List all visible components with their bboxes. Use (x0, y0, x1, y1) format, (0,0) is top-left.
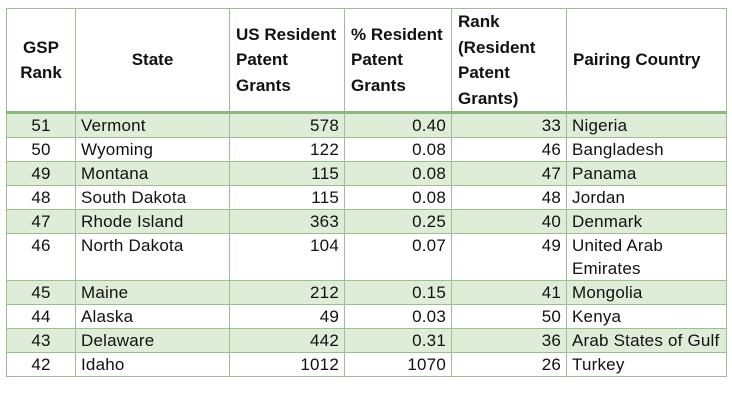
cell-rank-resident-patent-grants: 36 (451, 328, 567, 353)
cell-pairing-country: United Arab Emirates (566, 233, 727, 281)
cell-resident-patent-grants: 1012 (229, 352, 345, 377)
table-row: 44 Alaska 49 0.03 50 Kenya (6, 304, 727, 329)
cell-percent-resident-patent-grants: 1070 (344, 352, 452, 377)
cell-gsp-rank: 51 (6, 112, 76, 138)
cell-state: Rhode Island (75, 209, 230, 234)
header-rank-resident-patent-grants: Rank (Resident Patent Grants) (451, 8, 567, 114)
cell-state: Maine (75, 280, 230, 305)
table-row: 50 Wyoming 122 0.08 46 Bangladesh (6, 137, 727, 162)
cell-state: Wyoming (75, 137, 230, 162)
patent-table-container: GSP Rank State US Resident Patent Grants… (6, 8, 727, 377)
cell-gsp-rank: 49 (6, 161, 76, 186)
cell-resident-patent-grants: 115 (229, 161, 345, 186)
cell-gsp-rank: 47 (6, 209, 76, 234)
cell-pairing-country: Bangladesh (566, 137, 727, 162)
cell-pairing-country: Arab States of Gulf (566, 328, 727, 353)
table-header: GSP Rank State US Resident Patent Grants… (6, 8, 727, 114)
cell-resident-patent-grants: 442 (229, 328, 345, 353)
cell-pairing-country: Turkey (566, 352, 727, 377)
table-row: 49 Montana 115 0.08 47 Panama (6, 161, 727, 186)
cell-state: North Dakota (75, 233, 230, 281)
cell-percent-resident-patent-grants: 0.40 (344, 112, 452, 138)
cell-resident-patent-grants: 115 (229, 185, 345, 210)
cell-pairing-country: Nigeria (566, 112, 727, 138)
cell-pairing-country: Mongolia (566, 280, 727, 305)
cell-percent-resident-patent-grants: 0.15 (344, 280, 452, 305)
cell-resident-patent-grants: 49 (229, 304, 345, 329)
header-resident-patent-grants: US Resident Patent Grants (229, 8, 345, 114)
cell-percent-resident-patent-grants: 0.03 (344, 304, 452, 329)
cell-percent-resident-patent-grants: 0.08 (344, 137, 452, 162)
cell-rank-resident-patent-grants: 48 (451, 185, 567, 210)
cell-state: Alaska (75, 304, 230, 329)
cell-state: Montana (75, 161, 230, 186)
header-percent-resident-patent-grants: % Resident Patent Grants (344, 8, 452, 114)
header-pairing-country: Pairing Country (566, 8, 727, 114)
cell-state: South Dakota (75, 185, 230, 210)
header-state: State (75, 8, 230, 114)
cell-rank-resident-patent-grants: 41 (451, 280, 567, 305)
cell-pairing-country: Kenya (566, 304, 727, 329)
cell-resident-patent-grants: 212 (229, 280, 345, 305)
cell-percent-resident-patent-grants: 0.31 (344, 328, 452, 353)
table-row: 43 Delaware 442 0.31 36 Arab States of Gulf (6, 328, 727, 353)
cell-pairing-country: Panama (566, 161, 727, 186)
cell-gsp-rank: 50 (6, 137, 76, 162)
table-row: 48 South Dakota 115 0.08 48 Jordan (6, 185, 727, 210)
table-row: 45 Maine 212 0.15 41 Mongolia (6, 280, 727, 305)
cell-state: Idaho (75, 352, 230, 377)
cell-rank-resident-patent-grants: 50 (451, 304, 567, 329)
cell-rank-resident-patent-grants: 26 (451, 352, 567, 377)
cell-gsp-rank: 45 (6, 280, 76, 305)
cell-rank-resident-patent-grants: 49 (451, 233, 567, 281)
cell-percent-resident-patent-grants: 0.25 (344, 209, 452, 234)
cell-percent-resident-patent-grants: 0.08 (344, 161, 452, 186)
table-row: 46 North Dakota 104 0.07 49 United Arab Emira… (6, 233, 727, 281)
table-body: 51 Vermont 578 0.40 33 Nigeria 50 Wyoming 122 0.0… (6, 112, 727, 377)
cell-rank-resident-patent-grants: 47 (451, 161, 567, 186)
table-row: 47 Rhode Island 363 0.25 40 Denmark (6, 209, 727, 234)
cell-resident-patent-grants: 104 (229, 233, 345, 281)
cell-state: Vermont (75, 112, 230, 138)
cell-rank-resident-patent-grants: 33 (451, 112, 567, 138)
cell-pairing-country: Denmark (566, 209, 727, 234)
table-row: 42 Idaho 1012 1070 26 Turkey (6, 352, 727, 377)
cell-gsp-rank: 44 (6, 304, 76, 329)
cell-gsp-rank: 43 (6, 328, 76, 353)
header-row: GSP Rank State US Resident Patent Grants… (6, 8, 727, 114)
cell-rank-resident-patent-grants: 46 (451, 137, 567, 162)
cell-resident-patent-grants: 578 (229, 112, 345, 138)
cell-resident-patent-grants: 122 (229, 137, 345, 162)
cell-percent-resident-patent-grants: 0.08 (344, 185, 452, 210)
cell-rank-resident-patent-grants: 40 (451, 209, 567, 234)
patent-grants-table: GSP Rank State US Resident Patent Grants… (6, 8, 727, 377)
table-row: 51 Vermont 578 0.40 33 Nigeria (6, 112, 727, 138)
cell-gsp-rank: 46 (6, 233, 76, 281)
cell-gsp-rank: 48 (6, 185, 76, 210)
cell-state: Delaware (75, 328, 230, 353)
cell-gsp-rank: 42 (6, 352, 76, 377)
cell-percent-resident-patent-grants: 0.07 (344, 233, 452, 281)
cell-pairing-country: Jordan (566, 185, 727, 210)
cell-resident-patent-grants: 363 (229, 209, 345, 234)
header-gsp-rank: GSP Rank (6, 8, 76, 114)
